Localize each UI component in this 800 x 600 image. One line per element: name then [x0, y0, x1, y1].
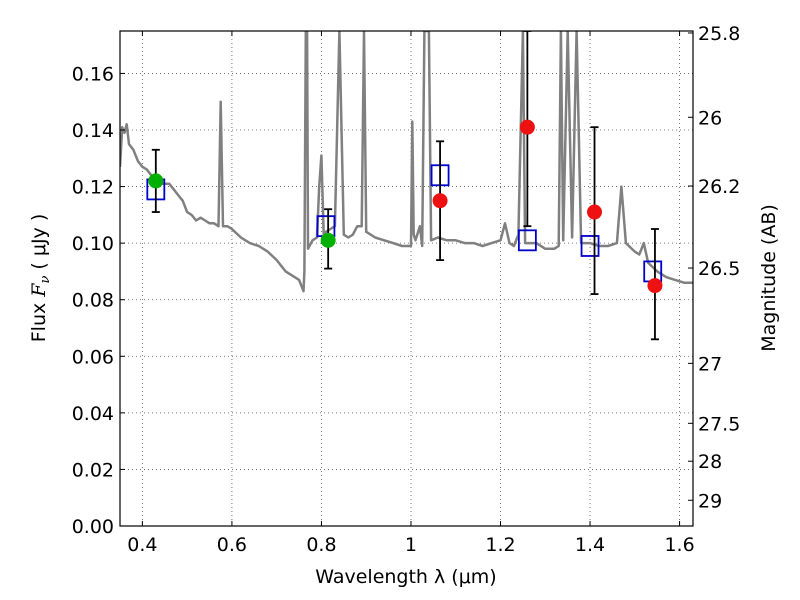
y-tick-label: 0.00 — [72, 516, 114, 538]
red-data-point — [647, 278, 663, 294]
y2-tick-label: 26.5 — [698, 258, 740, 280]
y2-tick-label: 29 — [698, 490, 722, 512]
y-tick-label: 0.10 — [72, 233, 114, 255]
y2-tick-label: 26.2 — [698, 176, 740, 198]
model-photometry-square — [580, 235, 600, 257]
plot-frame — [119, 30, 694, 527]
y2-tick-label: 26 — [698, 107, 722, 129]
x-tick-label: 0.6 — [217, 534, 247, 556]
x-tick-label: 0.8 — [306, 534, 336, 556]
y-tick-label: 0.06 — [72, 346, 114, 368]
y-tick-label: 0.04 — [72, 403, 114, 425]
green-data-point — [148, 173, 164, 189]
axis-ticks: 0.4 0.6 0.8 1 1.2 1.4 1.6 0.00 0.02 0.04 0.06 0.08 0… — [72, 23, 741, 556]
y-tick-label: 0.08 — [72, 290, 114, 312]
model-photometry-square — [517, 229, 537, 252]
x-tick-label: 1.2 — [485, 534, 515, 556]
grid-lines — [120, 31, 693, 527]
y2-tick-label: 25.8 — [698, 23, 740, 45]
x-tick-label: 0.4 — [127, 534, 157, 556]
red-data-point — [519, 119, 535, 135]
y2-tick-label: 28 — [698, 451, 722, 473]
y2-axis-title: Magnitude (AB) — [758, 204, 780, 352]
y-tick-label: 0.16 — [72, 63, 114, 85]
model-spectrum-line — [120, 31, 693, 293]
red-data-point — [587, 204, 603, 220]
y-tick-label: 0.02 — [72, 459, 114, 481]
y-tick-label: 0.14 — [72, 120, 114, 142]
y2-tick-label: 27.5 — [698, 413, 740, 435]
x-tick-label: 1.4 — [575, 534, 605, 556]
x-axis-title: Wavelength λ (μm) — [315, 566, 496, 588]
plot-area — [120, 31, 693, 341]
x-tick-label: 1 — [405, 534, 417, 556]
red-data-point — [432, 193, 448, 209]
y2-tick-label: 27 — [698, 353, 722, 375]
green-data-point — [320, 232, 336, 248]
y-tick-label: 0.12 — [72, 177, 114, 199]
y-axis-title: Flux Fν ( μJy ) — [28, 214, 53, 343]
x-tick-label: 1.6 — [664, 534, 694, 556]
